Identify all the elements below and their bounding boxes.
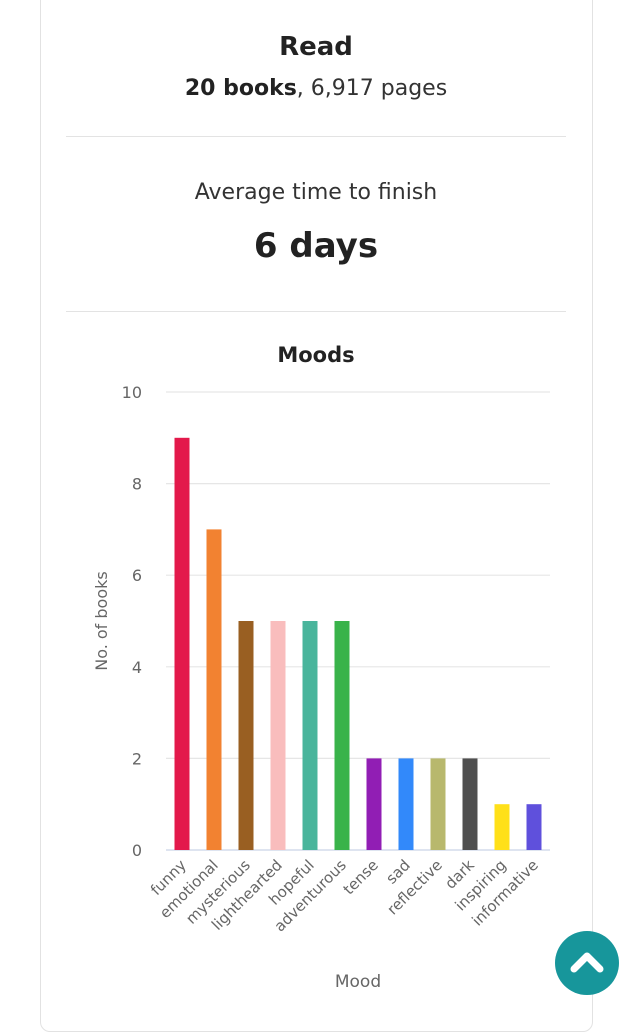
bar-tense: [366, 758, 382, 850]
scroll-to-top-button[interactable]: [555, 931, 619, 995]
bar-emotional: [206, 529, 222, 850]
divider: [66, 136, 566, 137]
bar-hopeful: [302, 621, 318, 850]
y-tick-label: 2: [132, 749, 142, 768]
stats-card: [40, 0, 593, 1032]
y-tick-label: 6: [132, 566, 142, 585]
bar-dark: [462, 758, 478, 850]
bar-inspiring: [494, 804, 510, 850]
bar-lighthearted: [270, 621, 286, 850]
read-title: Read: [279, 32, 353, 62]
y-tick-label: 10: [122, 383, 142, 402]
bar-mysterious: [238, 621, 254, 850]
average-time-label: Average time to finish: [194, 180, 438, 205]
pages-count: , 6,917 pages: [296, 76, 448, 101]
chart-title: Moods: [277, 343, 355, 367]
chevron-up-icon: [570, 952, 604, 973]
y-axis-label: No. of books: [92, 571, 111, 671]
bar-sad: [398, 758, 414, 850]
x-axis-label: Mood: [335, 972, 381, 992]
read-summary: 20 books, 6,917 pages: [0, 76, 632, 101]
bar-informative: [526, 804, 542, 850]
bar-adventurous: [334, 621, 350, 850]
y-tick-label: 0: [132, 841, 142, 860]
x-tick-label: tense: [340, 856, 382, 898]
bar-reflective: [430, 758, 446, 850]
books-count: 20 books: [184, 76, 297, 101]
y-tick-label: 4: [132, 658, 142, 677]
bar-funny: [174, 437, 190, 850]
divider: [66, 311, 566, 312]
y-tick-label: 8: [132, 475, 142, 494]
average-time-value: 6 days: [253, 226, 379, 266]
